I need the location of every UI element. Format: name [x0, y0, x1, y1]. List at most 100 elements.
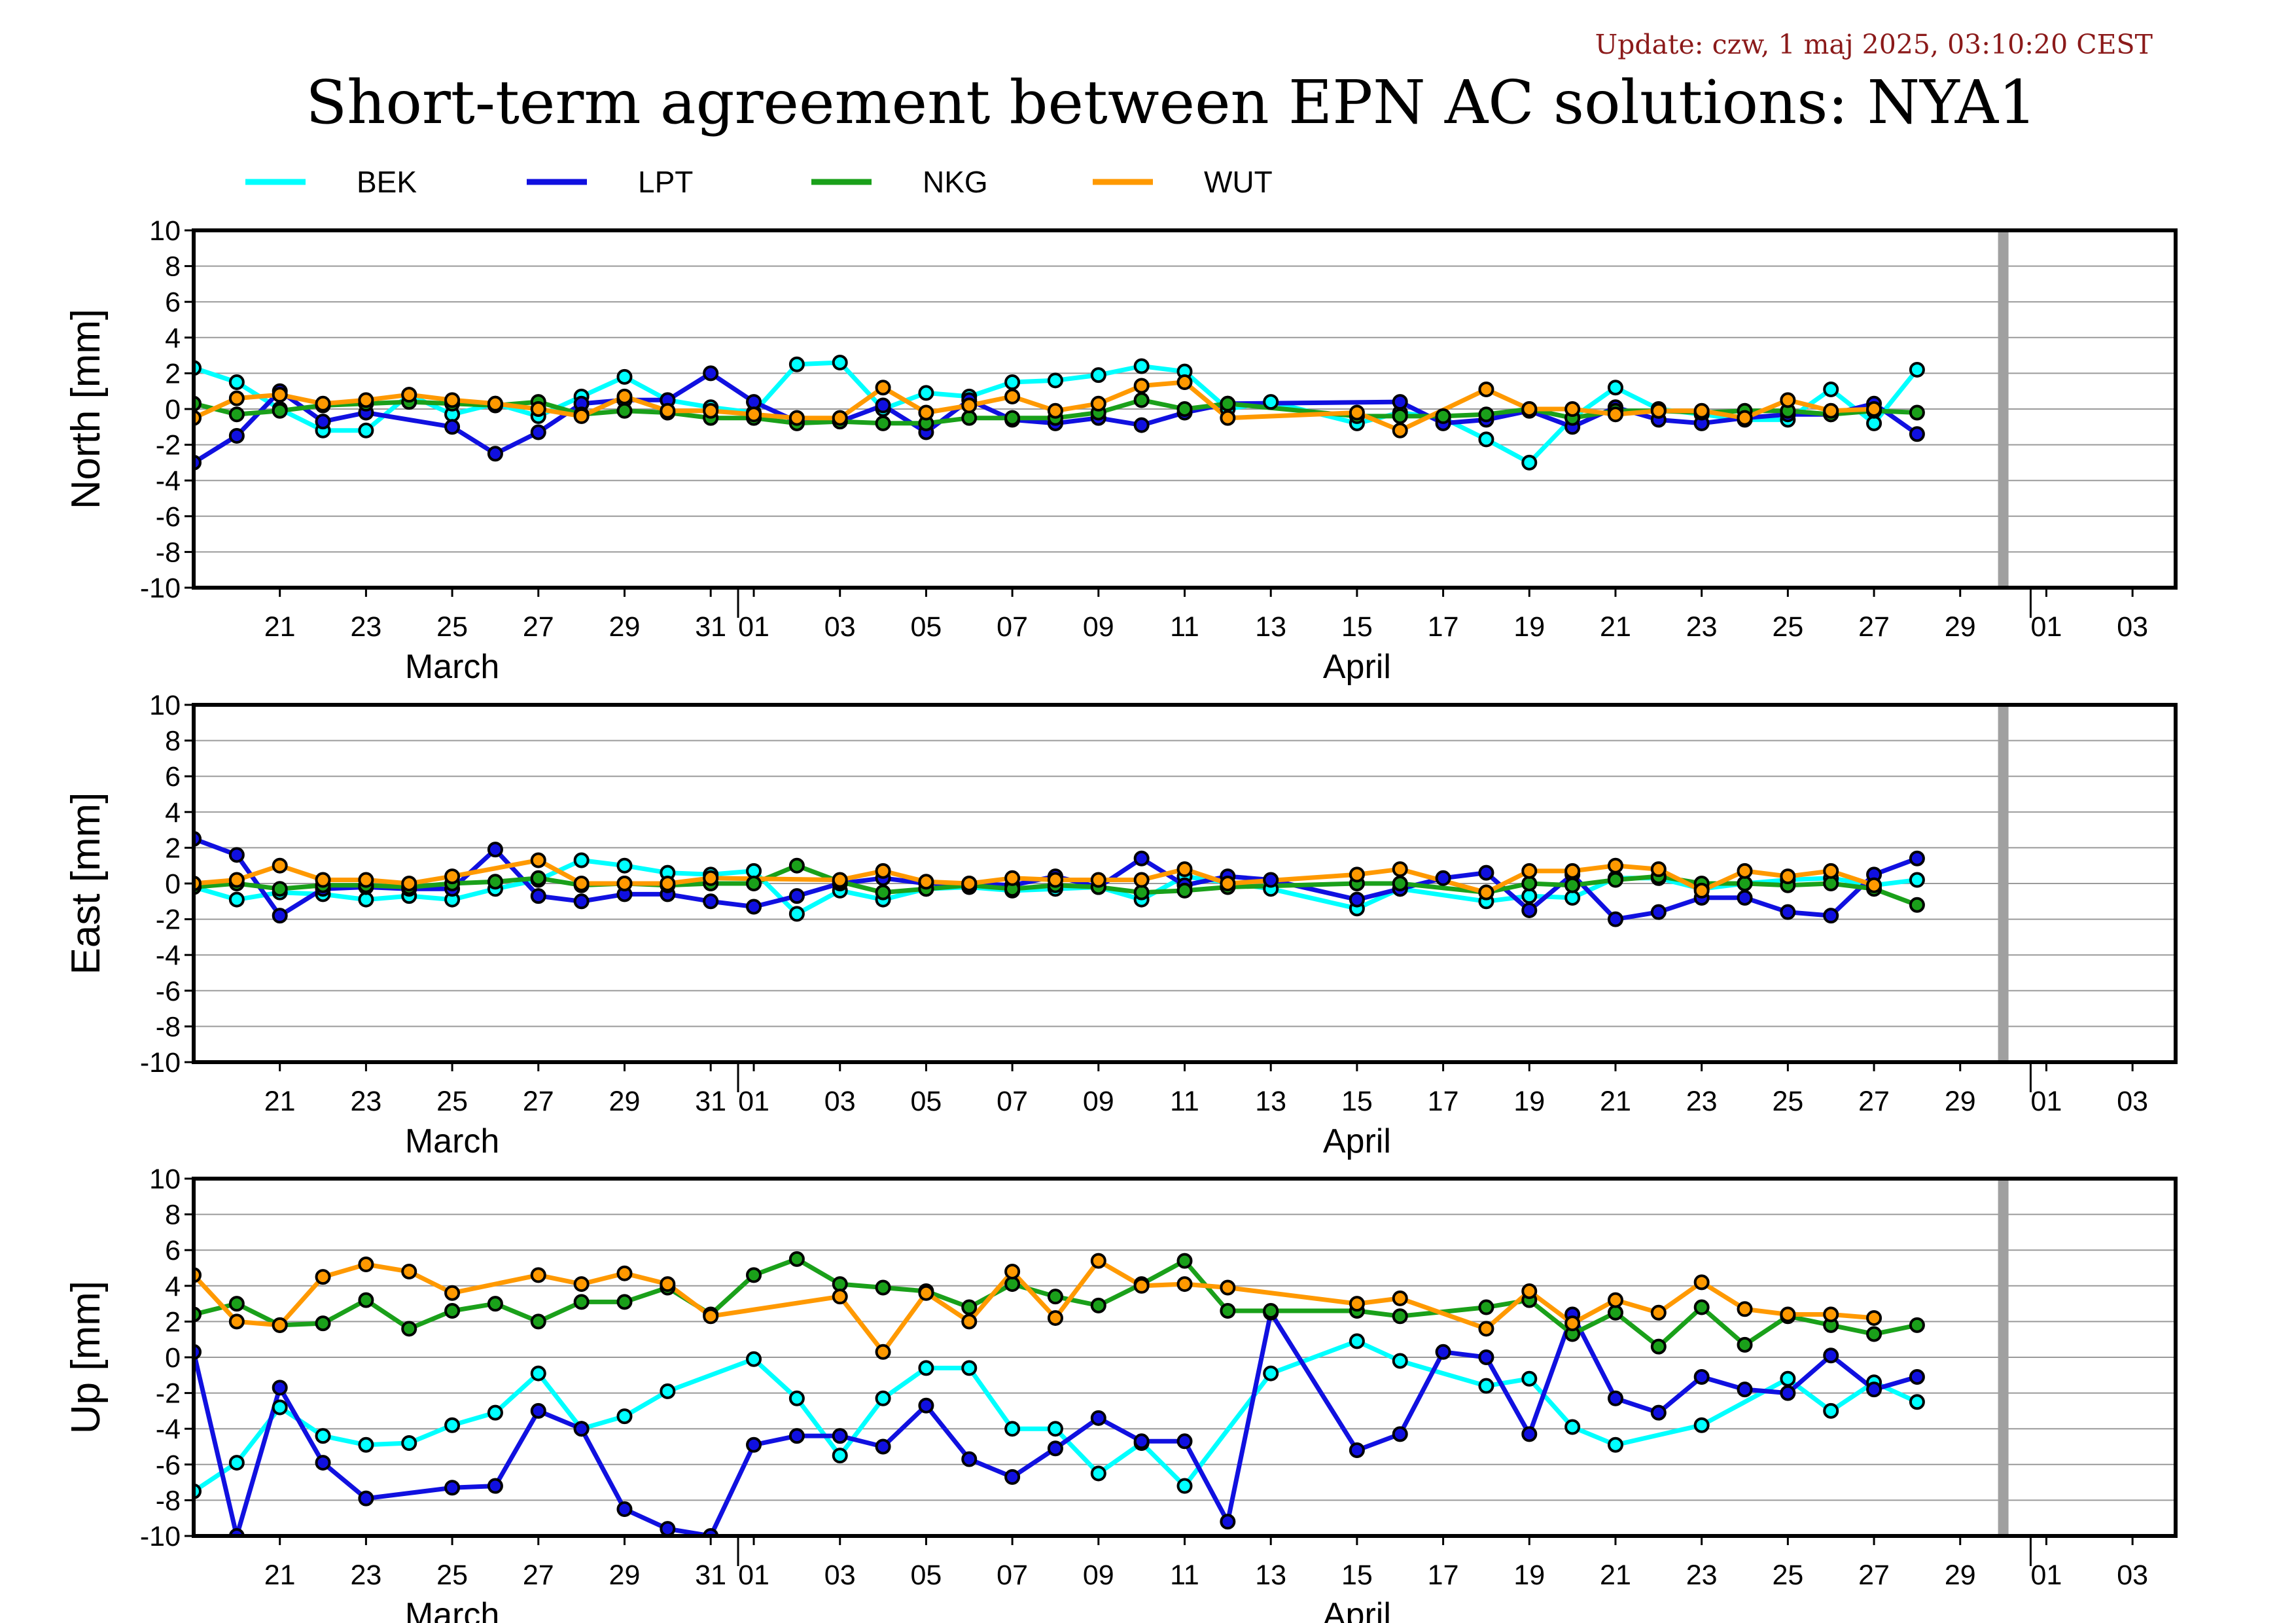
data-point-wut [1823, 1306, 1839, 1323]
y-tick-label: -10 [140, 1047, 181, 1079]
data-point-nkg [788, 857, 805, 874]
data-point-bek [1823, 381, 1839, 397]
data-point-nkg [961, 410, 978, 426]
x-tick-label: 01 [738, 1086, 769, 1117]
x-tick-label: 01 [2031, 611, 2062, 643]
data-point-bek [272, 1399, 288, 1416]
data-point-wut [1693, 402, 1710, 419]
x-tick-label: 29 [609, 1560, 641, 1591]
plot-area [194, 830, 1925, 927]
data-point-bek [1607, 380, 1623, 396]
data-point-lpt [1607, 1390, 1623, 1406]
data-point-bek [1047, 372, 1063, 389]
data-point-lpt [1823, 908, 1839, 924]
x-tick-label: 29 [1945, 611, 1976, 643]
x-tick-label: 15 [1341, 611, 1373, 643]
data-point-bek [228, 891, 245, 908]
month-label: April [1323, 1122, 1391, 1160]
data-point-wut [228, 1313, 245, 1330]
data-point-nkg [1220, 395, 1236, 412]
data-point-lpt [832, 1428, 848, 1444]
month-label: March [405, 1596, 499, 1623]
x-tick-label: 23 [1686, 1560, 1718, 1591]
data-point-wut [660, 402, 676, 419]
x-tick-label: 11 [1170, 1560, 1199, 1591]
data-point-lpt [961, 1451, 978, 1467]
data-point-nkg [1090, 1297, 1106, 1313]
data-point-nkg [1866, 1326, 1882, 1342]
data-point-lpt [1133, 850, 1150, 866]
y-tick-label: -6 [156, 976, 181, 1007]
y-tick-label: 10 [149, 1164, 181, 1195]
data-point-wut [961, 1313, 978, 1330]
data-point-wut [1737, 410, 1753, 426]
data-point-nkg [875, 884, 891, 901]
data-point-nkg [832, 1276, 848, 1293]
panel-2: 10 8 6 42 0 -2 -4 -6 -8 -10 21 23 25 27 29 31 01 03 05 07 09… [63, 690, 2178, 1160]
x-tick-label: 07 [997, 611, 1028, 643]
data-point-bek [1090, 1465, 1106, 1482]
data-point-bek [1693, 1417, 1710, 1433]
update-timestamp: Update: czw, 1 maj 2025, 03:10:20 CEST [1595, 29, 2153, 60]
data-point-bek [1392, 1353, 1408, 1369]
x-tick-label: 11 [1170, 611, 1199, 643]
data-point-lpt [272, 908, 288, 924]
data-point-bek [358, 422, 374, 438]
data-point-lpt [1521, 1426, 1538, 1442]
x-tick-label: 11 [1170, 1086, 1199, 1117]
x-tick-label: 21 [264, 611, 296, 643]
data-point-bek [358, 1436, 374, 1453]
x-tick-label: 19 [1513, 611, 1545, 643]
data-point-bek [530, 1365, 546, 1382]
data-point-bek [788, 1390, 805, 1406]
data-point-wut [1220, 410, 1236, 426]
x-tick-label: 07 [997, 1560, 1028, 1591]
x-tick-label: 15 [1341, 1086, 1373, 1117]
x-tick-label: 13 [1255, 1086, 1286, 1117]
data-point-lpt [1263, 872, 1279, 888]
data-point-bek [1564, 1419, 1581, 1435]
data-point-wut [358, 872, 374, 888]
data-point-wut [832, 1289, 848, 1305]
data-point-nkg [401, 1321, 417, 1337]
data-point-wut [1004, 870, 1021, 886]
data-point-bek [444, 1417, 461, 1433]
data-point-wut [1392, 1290, 1408, 1306]
data-point-wut [1650, 1304, 1667, 1321]
data-point-lpt [228, 847, 245, 863]
data-point-wut [1047, 402, 1063, 419]
data-point-nkg [1737, 876, 1753, 891]
data-point-wut [315, 1269, 331, 1285]
data-point-bek [1176, 1478, 1193, 1494]
x-tick-label: 01 [738, 1560, 769, 1591]
data-point-lpt [875, 397, 891, 414]
data-point-wut [573, 1276, 590, 1293]
y-tick-label: -8 [156, 1011, 181, 1043]
data-point-wut [1866, 401, 1882, 417]
data-point-lpt [272, 1380, 288, 1396]
data-point-wut [573, 408, 590, 424]
data-point-wut [1737, 863, 1753, 879]
data-point-wut [530, 852, 546, 868]
data-point-lpt [1004, 1469, 1021, 1485]
data-point-nkg [746, 876, 762, 891]
data-point-nkg [1133, 884, 1150, 901]
data-point-nkg [616, 1294, 633, 1310]
data-point-bek [1909, 872, 1925, 888]
plot-area [194, 355, 1925, 471]
x-tick-label: 03 [824, 1560, 856, 1591]
data-point-lpt [315, 414, 331, 430]
data-point-lpt [487, 1478, 503, 1494]
data-point-lpt [703, 365, 719, 382]
y-tick-label: 6 [165, 1235, 181, 1266]
data-point-bek [1047, 1421, 1063, 1437]
data-point-wut [875, 1344, 891, 1360]
data-point-lpt [1220, 1514, 1236, 1530]
data-point-wut [1607, 857, 1623, 874]
data-point-lpt [616, 1501, 633, 1518]
data-point-lpt [918, 1397, 934, 1414]
data-point-lpt [788, 1428, 805, 1444]
data-point-wut [358, 392, 374, 408]
data-point-wut [1650, 402, 1667, 419]
plot-frame [192, 703, 2178, 1064]
